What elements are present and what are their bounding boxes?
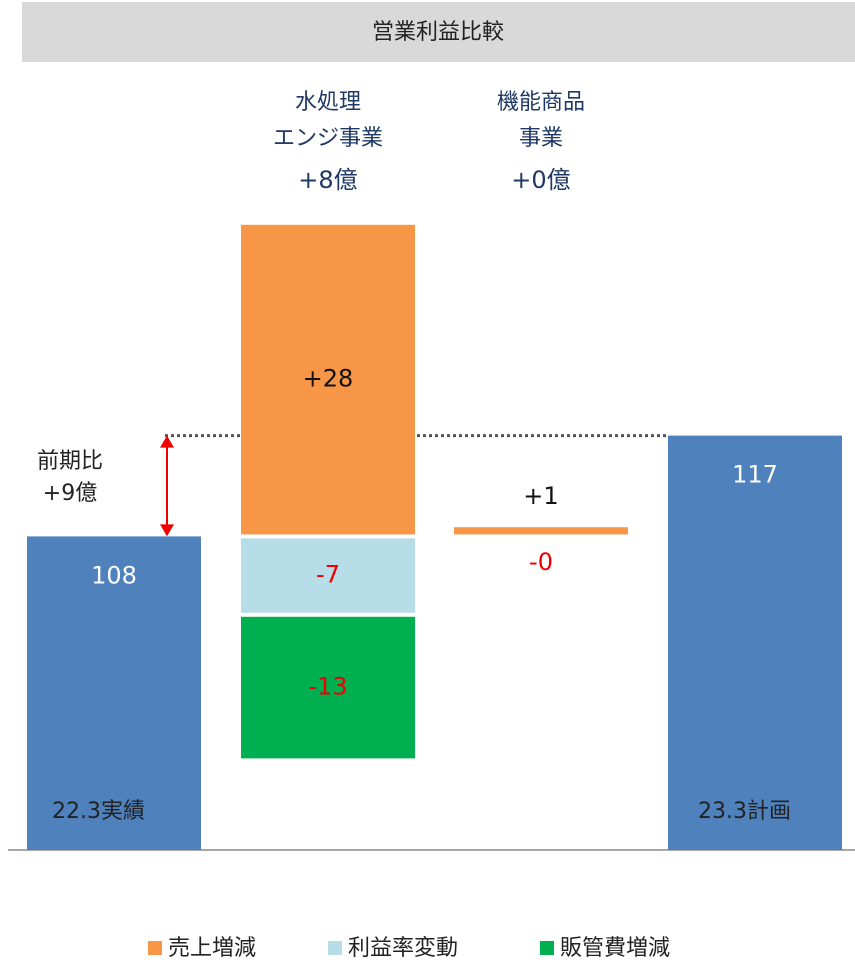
total-bar bbox=[668, 435, 842, 850]
legend-swatch bbox=[148, 941, 162, 955]
legend-swatch bbox=[540, 941, 554, 955]
total-label: 108 bbox=[91, 561, 137, 589]
group-label: 水処理 bbox=[295, 90, 361, 115]
title-band bbox=[22, 2, 855, 62]
group-total: +8億 bbox=[298, 166, 357, 194]
value-label: +28 bbox=[303, 365, 354, 393]
x-tick-label: 23.3計画 bbox=[698, 799, 791, 824]
segment bbox=[241, 616, 415, 759]
group-label: エンジ事業 bbox=[273, 126, 383, 151]
segment bbox=[241, 224, 415, 535]
group-label: 事業 bbox=[519, 126, 563, 151]
segment bbox=[454, 527, 628, 535]
segment bbox=[241, 538, 415, 613]
chart-title: 営業利益比較 bbox=[372, 20, 504, 45]
total-label: 117 bbox=[732, 461, 778, 489]
legend-label: 売上増減 bbox=[168, 936, 256, 961]
value-label: +1 bbox=[523, 482, 558, 510]
value-label: -0 bbox=[529, 548, 553, 576]
legend-label: 販管費増減 bbox=[560, 936, 670, 961]
annotation: 前期比 bbox=[37, 449, 103, 474]
total-bar bbox=[27, 536, 201, 850]
annotation: +9億 bbox=[43, 481, 97, 506]
value-label: -13 bbox=[308, 673, 347, 701]
group-label: 機能商品 bbox=[497, 90, 585, 115]
legend-label: 利益率変動 bbox=[348, 936, 458, 961]
arrow-head bbox=[160, 435, 174, 537]
x-tick-label: 22.3実績 bbox=[52, 799, 145, 824]
value-label: -7 bbox=[316, 561, 340, 589]
legend-swatch bbox=[328, 941, 342, 955]
group-total: +0億 bbox=[511, 166, 570, 194]
